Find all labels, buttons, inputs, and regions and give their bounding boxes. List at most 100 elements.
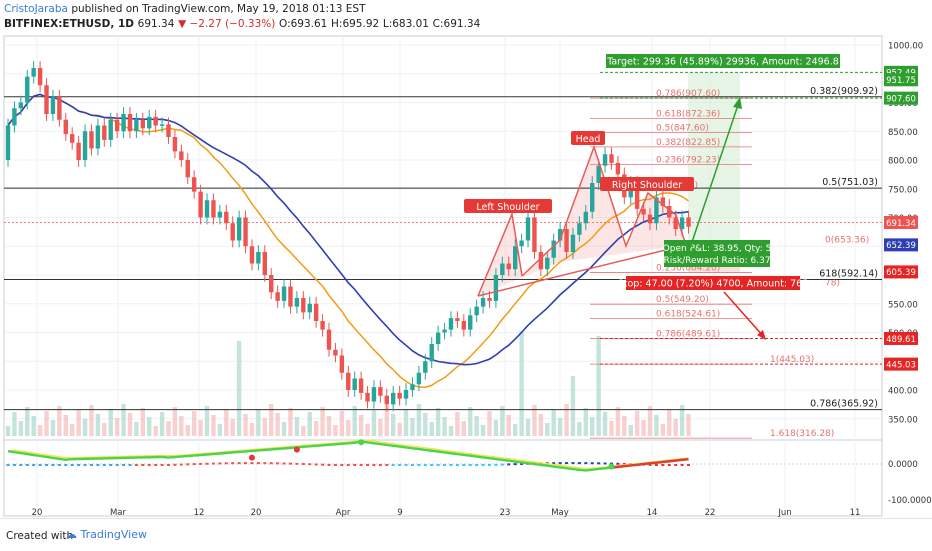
x-tick-label: 23: [500, 508, 511, 518]
candle-body: [63, 119, 68, 135]
x-tick-label: May: [551, 508, 569, 518]
volume-bar: [557, 418, 563, 436]
oscillator-pane: 0.0000 -100.0000: [4, 439, 932, 506]
candle-body: [474, 306, 479, 316]
fib-label: 0.618(872.36): [656, 109, 720, 119]
volume-bar: [634, 411, 640, 436]
candle-body: [545, 257, 550, 270]
author-name[interactable]: CristoJaraba: [4, 3, 68, 15]
candle-body: [435, 332, 441, 344]
volume-bar: [339, 411, 345, 436]
fib-label: 0.786(907.60): [656, 89, 720, 99]
volume-bar: [455, 412, 460, 436]
volume-bar: [365, 424, 370, 436]
osc-histogram-bar: [38, 464, 42, 466]
last-price: 691.34: [137, 18, 175, 30]
pnl-box: [664, 240, 770, 267]
osc-histogram-bar: [616, 462, 620, 465]
volume-bar: [570, 376, 576, 436]
volume-bar: [25, 407, 30, 436]
volume-bar: [403, 409, 409, 436]
osc-histogram-bar: [654, 464, 658, 466]
pattern-head: [521, 144, 687, 277]
volume-bar: [57, 406, 62, 436]
tradingview-logo[interactable]: ☁ TradingView: [66, 528, 147, 541]
stop-box: [626, 276, 800, 290]
candle-body: [281, 286, 287, 301]
osc-histogram-bar: [417, 464, 421, 466]
fib-label: 0.236(792.23): [656, 155, 720, 165]
volume-bar: [31, 416, 36, 436]
fib-label: 78): [825, 279, 840, 289]
rr-text: Risk/Reward Ratio: 6.37: [663, 256, 770, 266]
tradingview-brand: TradingView: [80, 528, 147, 541]
level-label: 0.786(365.92): [810, 399, 878, 410]
y-tick-label: 850.00: [888, 128, 918, 138]
osc-histogram-bar: [211, 462, 215, 465]
candle-body: [307, 303, 312, 313]
candle-body: [127, 114, 133, 132]
candle-body: [673, 217, 678, 229]
candle-body: [532, 217, 537, 252]
volume-bar: [686, 414, 691, 436]
candle-body: [313, 303, 319, 321]
target-arrow: [689, 98, 741, 249]
target-text: Target: 299.36 (45.89%) 29936, Amount: 2…: [606, 57, 839, 68]
osc-cross-dot: [358, 439, 365, 446]
pattern-label-left-shoulder: Left Shoulder: [476, 202, 539, 213]
candle-body: [577, 223, 582, 235]
volume-bar: [76, 410, 81, 436]
osc-histogram-bar: [333, 464, 337, 466]
candle-body: [294, 298, 300, 307]
candle-body: [397, 392, 402, 399]
candle-body: [159, 124, 165, 126]
candle-body: [121, 114, 126, 132]
volume-bar: [442, 417, 447, 436]
price-badge-label: 691.34: [886, 219, 916, 229]
osc-histogram-bar: [372, 464, 376, 466]
volume-bar: [313, 421, 319, 436]
osc-histogram-bar: [109, 464, 113, 466]
volume-bar: [371, 410, 377, 436]
x-tick-label: 14: [647, 508, 658, 518]
candle-body: [500, 263, 505, 275]
osc-histogram-bar: [687, 464, 691, 466]
osc-histogram-bar: [430, 464, 434, 466]
candle-body: [339, 355, 345, 373]
pattern-label-right-shoulder-box: [600, 177, 694, 191]
osc-histogram-bar: [455, 464, 459, 466]
volume-bar: [352, 406, 357, 436]
price-badge-label: 605.39: [886, 268, 916, 278]
high-value: H:695.92: [331, 18, 380, 30]
volume-bar: [230, 419, 235, 436]
candle-body: [147, 116, 152, 129]
volume-bar: [18, 421, 24, 436]
osc-histogram-bar: [359, 464, 363, 466]
volume-bar: [487, 411, 492, 436]
created-with-label: Created with: [6, 530, 74, 542]
candle-body: [102, 125, 107, 140]
candle-body: [12, 108, 17, 126]
volume-bar: [577, 422, 582, 436]
volume-bar: [37, 425, 43, 436]
x-tick-label: Mar: [110, 508, 127, 518]
pattern-label-head: Head: [576, 134, 601, 145]
target-box: [606, 54, 840, 68]
candle-body: [609, 154, 614, 163]
volume-bar: [50, 420, 56, 436]
candle-body: [615, 162, 621, 175]
volume-bar: [185, 425, 190, 436]
candle-body: [243, 217, 248, 247]
osc-histogram-bar: [500, 463, 504, 466]
volume-bar: [493, 420, 499, 436]
volume-bar: [243, 414, 248, 436]
candle-body: [461, 321, 467, 330]
symbol-name[interactable]: BITFINEX:ETHUSD, 1D: [4, 18, 134, 30]
osc-histogram-bar: [321, 463, 325, 466]
osc-histogram-bar: [488, 464, 491, 466]
price-badge-652-39: [884, 238, 918, 252]
candle-body: [686, 217, 691, 227]
osc-histogram-bar: [70, 464, 74, 466]
osc-histogram-bar: [475, 464, 479, 466]
